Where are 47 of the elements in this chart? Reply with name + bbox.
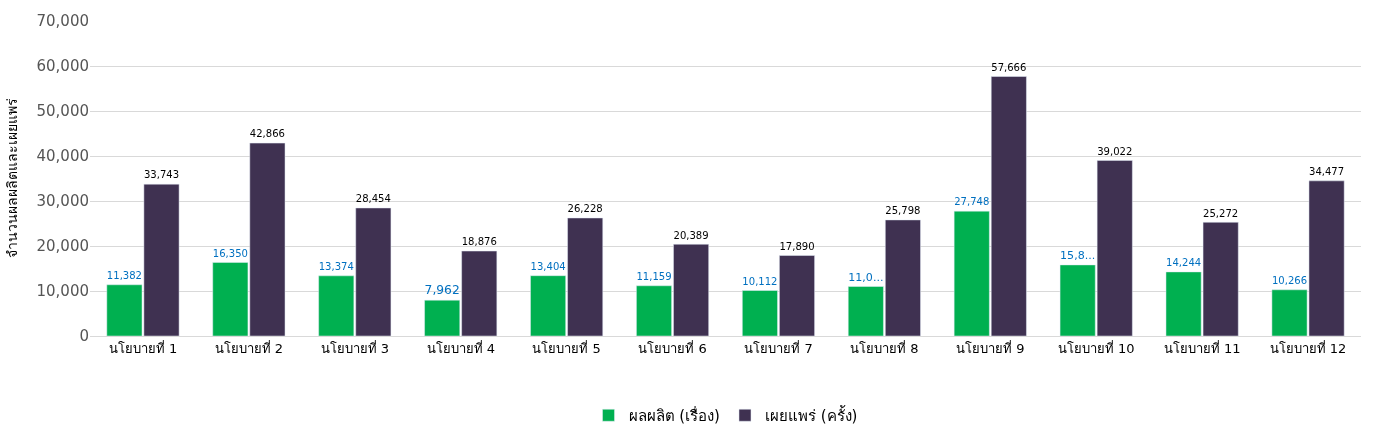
x-tick-label: นโยบายที่ 10 bbox=[1057, 339, 1135, 356]
x-tick-label: นโยบายที่ 4 bbox=[426, 339, 495, 356]
data-label: 17,890 bbox=[779, 240, 815, 252]
x-tick-label: นโยบายที่ 7 bbox=[744, 339, 813, 356]
data-label: 11,159 bbox=[636, 271, 672, 283]
y-axis-title: จำนวนผลผลิตและเผยแพร่ bbox=[4, 98, 21, 259]
x-tick-label: นโยบายที่ 8 bbox=[850, 339, 919, 356]
data-label: 10,112 bbox=[742, 275, 778, 287]
y-tick-label: 10,000 bbox=[36, 282, 89, 301]
x-tick-label: นโยบายที่ 12 bbox=[1269, 339, 1347, 356]
data-label: 42,866 bbox=[249, 128, 285, 140]
data-label: 16,350 bbox=[212, 247, 248, 259]
data-label: 11,0... bbox=[848, 270, 884, 284]
x-tick-label: นโยบายที่ 11 bbox=[1163, 339, 1241, 356]
data-label: 34,477 bbox=[1309, 166, 1345, 178]
y-tick-label: 70,000 bbox=[36, 12, 89, 31]
data-label: 18,876 bbox=[461, 236, 497, 248]
y-tick-label: 30,000 bbox=[36, 192, 89, 211]
x-tick-label: นโยบายที่ 5 bbox=[532, 339, 601, 356]
x-tick-label: นโยบายที่ 1 bbox=[108, 339, 178, 356]
data-label: 27,748 bbox=[954, 196, 990, 208]
data-label: 15,8... bbox=[1060, 248, 1096, 262]
data-label: 57,666 bbox=[991, 61, 1027, 73]
data-label: 39,022 bbox=[1097, 145, 1133, 157]
data-label: 26,228 bbox=[567, 203, 603, 215]
legend-label: ผลผลิต (เรื่อง) bbox=[628, 405, 720, 426]
data-label: 7,962 bbox=[424, 282, 460, 297]
y-tick-label: 20,000 bbox=[36, 237, 89, 256]
x-tick-label: นโยบายที่ 9 bbox=[956, 339, 1025, 356]
data-label: 10,266 bbox=[1271, 275, 1308, 287]
data-label: 33,743 bbox=[143, 169, 180, 181]
x-tick-label: นโยบายที่ 3 bbox=[320, 339, 389, 356]
x-tick-label: นโยบายที่ 2 bbox=[214, 339, 284, 356]
legend-label: เผยแพร่ (ครั้ง) bbox=[764, 405, 858, 426]
data-label: 28,454 bbox=[355, 193, 391, 205]
y-tick-label: 60,000 bbox=[36, 57, 89, 76]
data-label: 20,389 bbox=[673, 229, 709, 241]
data-label: 25,798 bbox=[885, 205, 921, 217]
y-tick-label: 0 bbox=[79, 327, 89, 346]
data-label: 25,272 bbox=[1203, 207, 1239, 219]
y-tick-label: 40,000 bbox=[36, 147, 89, 166]
x-tick-label: นโยบายที่ 6 bbox=[638, 339, 707, 356]
y-tick-label: 50,000 bbox=[36, 102, 89, 121]
data-label: 13,404 bbox=[530, 261, 566, 272]
data-label: 11,382 bbox=[106, 270, 142, 282]
data-label: 13,374 bbox=[318, 261, 354, 273]
data-label: 14,244 bbox=[1166, 257, 1202, 269]
